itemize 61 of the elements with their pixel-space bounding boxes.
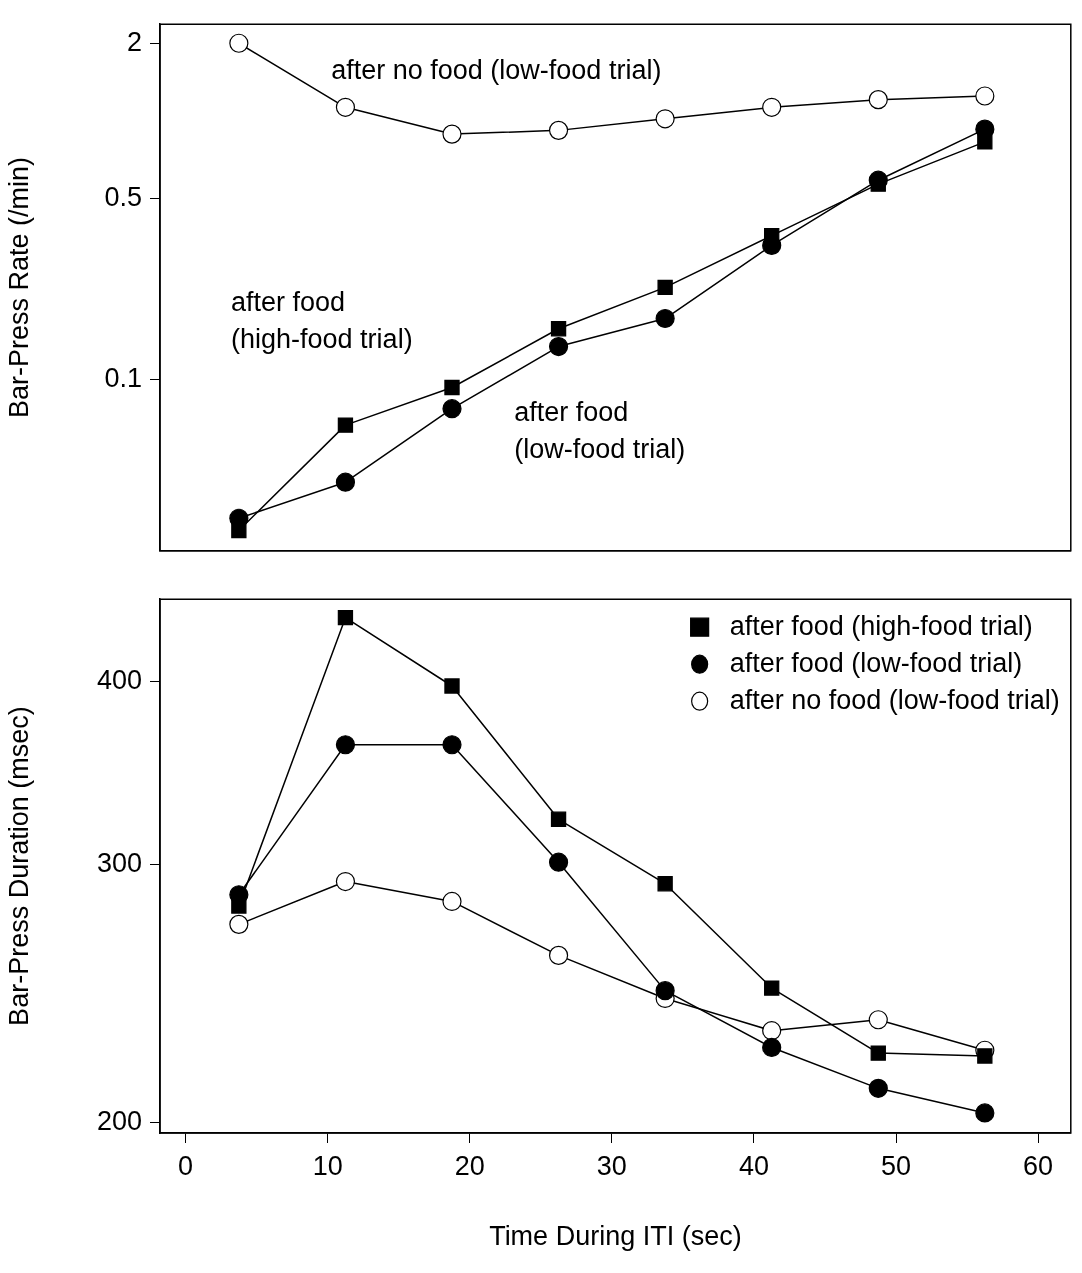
y-tick-label: 300: [96, 847, 142, 878]
point: [335, 97, 356, 117]
point: [444, 678, 460, 694]
point: [231, 522, 247, 539]
point: [229, 33, 249, 53]
point: [550, 321, 567, 337]
point: [548, 120, 569, 140]
point: [442, 891, 462, 912]
y-tick-label: 2: [126, 26, 142, 57]
y-tick-label: 200: [96, 1105, 142, 1136]
point: [335, 472, 356, 492]
y-tick-label: 0.5: [104, 182, 142, 213]
point: [442, 399, 462, 419]
point: [335, 735, 356, 755]
point: [231, 898, 247, 914]
point: [337, 417, 354, 433]
legend-label: after food (low-food trial): [729, 647, 1023, 678]
y-axis-title: Bar-Press Rate (/min): [3, 156, 34, 419]
point: [655, 308, 675, 329]
point: [868, 1010, 888, 1030]
x-tick-label: 10: [312, 1150, 343, 1181]
point: [657, 876, 673, 892]
point: [655, 109, 675, 129]
y-tick-label: 400: [96, 664, 142, 695]
x-tick-label: 60: [1023, 1150, 1054, 1181]
point: [870, 1045, 886, 1061]
point: [764, 980, 780, 996]
point: [977, 1048, 993, 1064]
x-tick-label: 20: [454, 1150, 485, 1181]
point: [657, 279, 673, 296]
point: [548, 852, 569, 872]
point: [548, 336, 569, 357]
point: [868, 1078, 888, 1098]
x-axis-title: Time During ITI (sec): [489, 1221, 742, 1252]
point: [442, 124, 462, 144]
point: [444, 379, 460, 396]
point: [337, 609, 354, 626]
x-tick-label: 0: [178, 1150, 194, 1181]
point: [975, 1103, 995, 1123]
point: [977, 134, 993, 150]
point: [548, 945, 569, 966]
annotation: after food (low-food trial): [514, 396, 686, 464]
point: [975, 86, 995, 106]
x-tick-label: 50: [881, 1150, 912, 1181]
legend-label: after food (high-food trial): [729, 610, 1033, 641]
legend-label: after no food (low-food trial): [729, 684, 1060, 715]
annotation: after food (high-food trial): [231, 286, 413, 354]
annotation: after no food (low-food trial): [331, 55, 662, 86]
point: [762, 1021, 782, 1041]
y-axis-title: Bar-Press Duration (msec): [3, 706, 34, 1026]
point: [655, 981, 675, 1001]
point: [442, 735, 462, 755]
y-tick-label: 0.1: [104, 362, 142, 393]
x-tick-label: 30: [596, 1150, 627, 1181]
x-tick-label: 40: [738, 1150, 769, 1181]
point: [550, 811, 567, 827]
point: [762, 97, 782, 117]
point: [762, 1037, 782, 1058]
point: [229, 914, 249, 934]
point: [335, 871, 356, 892]
point: [868, 90, 888, 110]
